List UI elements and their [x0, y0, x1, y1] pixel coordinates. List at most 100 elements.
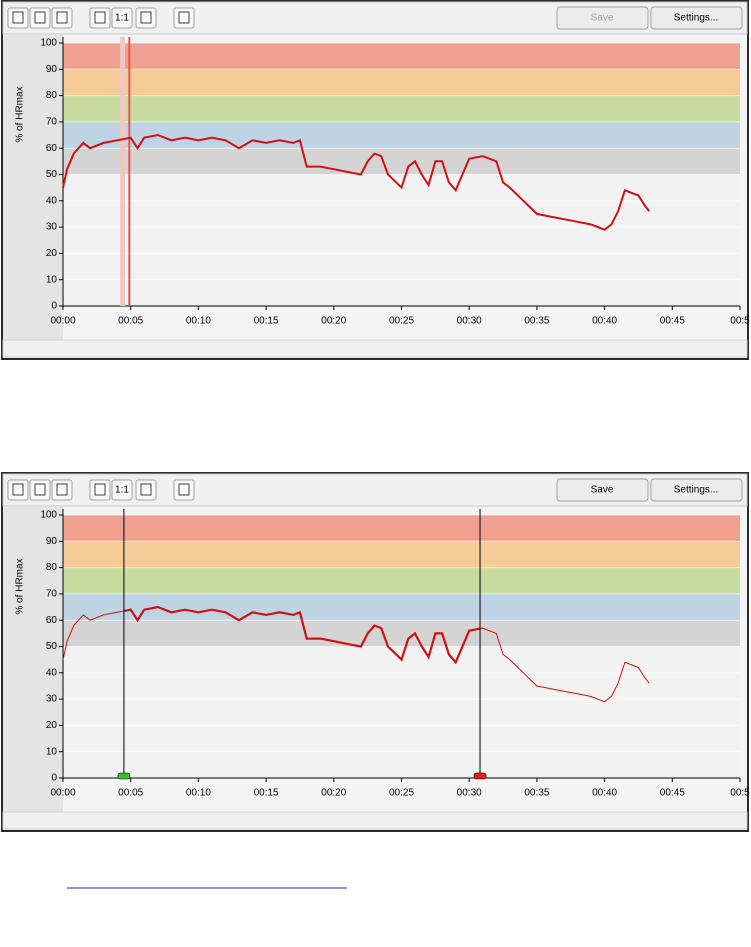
settings-button[interactable] [650, 478, 743, 502]
hr-zone [63, 567, 740, 594]
y-tick-label: 10 [46, 746, 58, 757]
y-tick-label: 10 [46, 274, 58, 285]
toolbar-button[interactable] [135, 7, 157, 29]
y-tick-label: 100 [40, 38, 57, 49]
y-tick-label: 100 [40, 510, 57, 521]
hr-zone [63, 515, 740, 542]
x-tick-label: 00:35 [524, 316, 549, 327]
toolbar-button[interactable] [173, 479, 195, 501]
toolbar-button[interactable] [51, 7, 73, 29]
toolbar-label: 1:1 [115, 13, 129, 24]
save-label: Save [591, 13, 614, 24]
axis-panel [3, 507, 63, 812]
toolbar-button[interactable] [111, 7, 133, 29]
hr-zone [63, 69, 740, 96]
toolbar-icon [12, 483, 24, 496]
x-tick-label: 00:00 [50, 788, 75, 799]
y-axis-label: % of HRmax [15, 558, 26, 614]
hr-zone [63, 121, 740, 149]
y-tick-label: 40 [46, 667, 58, 678]
hr-zone [63, 148, 740, 175]
hr-zone [63, 95, 740, 122]
x-tick-label: 00:15 [254, 788, 279, 799]
toolbar-button[interactable] [89, 479, 111, 501]
toolbar-button[interactable] [7, 479, 29, 501]
settings-label: Settings... [674, 13, 718, 24]
toolbar-button[interactable] [51, 479, 73, 501]
settings-label: Settings... [674, 485, 718, 496]
x-tick-label: 00:45 [660, 788, 685, 799]
toolbar-button[interactable] [173, 7, 195, 29]
x-tick-label: 00:20 [321, 316, 346, 327]
toolbar-icon [56, 483, 68, 496]
y-tick-label: 80 [46, 562, 58, 573]
toolbar-button[interactable] [135, 479, 157, 501]
toolbar-icon [178, 11, 190, 24]
hr-line [62, 133, 651, 231]
toolbar-icon [34, 11, 46, 24]
x-tick-label: 00:40 [592, 788, 617, 799]
x-tick-label: 00:30 [457, 788, 482, 799]
toolbar-label: 1:1 [115, 485, 129, 496]
toolbar-icon [12, 11, 24, 24]
toolbar-button[interactable] [7, 7, 29, 29]
scrollbar[interactable] [2, 339, 748, 358]
toolbar-icon [178, 483, 190, 496]
hr-zone [63, 43, 740, 70]
hr-line-selected [123, 605, 481, 665]
x-tick-label: 00:5 [730, 316, 750, 327]
y-tick-label: 60 [46, 615, 58, 626]
save-button[interactable] [556, 478, 649, 502]
x-tick-label: 00:25 [389, 316, 414, 327]
toolbar-icon [56, 11, 68, 24]
chart-window: 1:1 Save Settings... 0 10 20 30 40 50 60 70 80 90 100… [1, 0, 750, 360]
y-tick-label: 50 [46, 169, 58, 180]
toolbar-icon [94, 483, 106, 496]
y-tick-label: 0 [51, 773, 57, 784]
x-tick-label: 00:10 [186, 316, 211, 327]
y-tick-label: 90 [46, 64, 58, 75]
settings-button[interactable] [650, 6, 743, 30]
x-tick-label: 00:25 [389, 788, 414, 799]
y-tick-label: 40 [46, 195, 58, 206]
hr-zone [63, 541, 740, 568]
y-tick-label: 90 [46, 536, 58, 547]
x-tick-label: 00:05 [118, 316, 143, 327]
hr-zone [63, 620, 740, 647]
x-tick-label: 00:40 [592, 316, 617, 327]
x-tick-label: 00:30 [457, 316, 482, 327]
y-tick-label: 20 [46, 720, 58, 731]
y-axis-label: % of HRmax [15, 86, 26, 142]
y-tick-label: 70 [46, 117, 58, 128]
hr-zone [63, 593, 740, 621]
toolbar-button[interactable] [89, 7, 111, 29]
cursor-handle[interactable] [117, 772, 131, 780]
y-tick-label: 60 [46, 143, 58, 154]
toolbar-icon [140, 11, 152, 24]
x-tick-label: 00:00 [50, 316, 75, 327]
x-tick-label: 00:20 [321, 788, 346, 799]
y-tick-label: 70 [46, 589, 58, 600]
save-label: Save [591, 485, 614, 496]
scrollbar[interactable] [2, 811, 748, 830]
y-tick-label: 0 [51, 301, 57, 312]
x-tick-label: 00:35 [524, 788, 549, 799]
x-tick-label: 00:15 [254, 316, 279, 327]
save-button[interactable] [556, 6, 649, 30]
chart-window: 1:1 Save Settings... 0 10 20 30 40 50 60 70 80 90 100… [1, 472, 750, 832]
x-tick-label: 00:10 [186, 788, 211, 799]
axis-panel [3, 35, 63, 340]
toolbar-icon [140, 483, 152, 496]
y-tick-label: 20 [46, 248, 58, 259]
y-tick-label: 80 [46, 90, 58, 101]
x-tick-label: 00:05 [118, 788, 143, 799]
cursor-handle[interactable] [473, 772, 487, 780]
toolbar-button[interactable] [29, 479, 51, 501]
y-tick-label: 50 [46, 641, 58, 652]
x-tick-label: 00:5 [730, 788, 750, 799]
toolbar-button[interactable] [29, 7, 51, 29]
y-tick-label: 30 [46, 222, 58, 233]
toolbar-button[interactable] [111, 479, 133, 501]
